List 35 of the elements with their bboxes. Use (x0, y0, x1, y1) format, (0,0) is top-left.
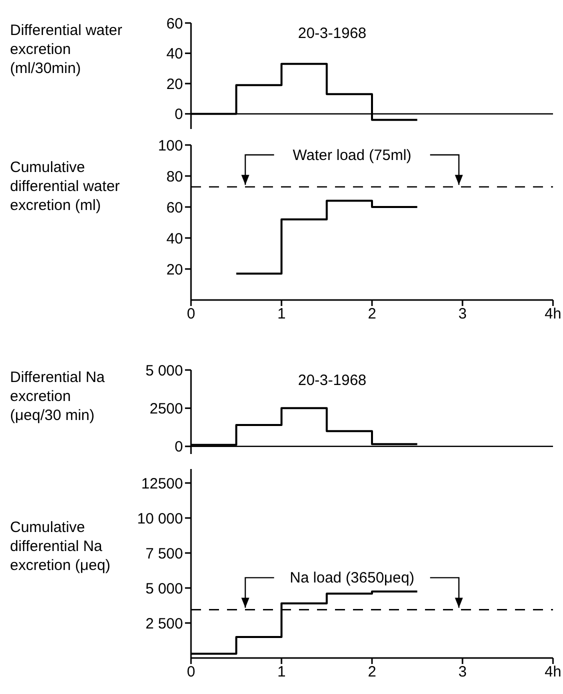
y-tick-label: 7 500 (145, 545, 183, 562)
y-tick-label: 2500 (150, 400, 183, 418)
y-tick-label: 12500 (141, 475, 183, 492)
x-tick-label: 0 (186, 306, 196, 323)
x-tick-label: 4h (544, 664, 562, 681)
y-tick-label: 20 (166, 261, 183, 278)
y-tick-label: 0 (174, 438, 183, 456)
chart-title: 20-3-1968 (298, 25, 366, 42)
y-tick-label: 100 (158, 137, 183, 154)
x-tick-label: 1 (277, 664, 286, 681)
x-tick-label: 4h (544, 306, 562, 323)
y-axis-title: Cumulative differential Na excretion (μeq) (10, 518, 112, 575)
x-tick-label: 0 (186, 664, 196, 681)
y-tick-label: 2 500 (145, 615, 183, 632)
y-tick-label: 5 000 (145, 580, 183, 598)
y-axis-title: Differential Na excretion (μeq/30 min) (10, 368, 106, 425)
x-tick-label: 2 (368, 306, 376, 323)
chart-title: 20-3-1968 (298, 372, 366, 389)
x-tick-label: 3 (458, 306, 467, 323)
y-tick-label: 20 (166, 76, 183, 93)
y-tick-label: 5 000 (145, 362, 183, 380)
x-tick-label: 2 (368, 664, 376, 681)
x-tick-label: 1 (277, 306, 286, 323)
y-tick-label: 40 (166, 46, 183, 63)
y-tick-label: 60 (166, 199, 183, 216)
x-tick-label: 3 (458, 664, 467, 681)
y-axis-title: Differential water excretion (ml/30min) (10, 21, 124, 78)
ref-line-label: Water load (75ml) (292, 146, 412, 164)
y-tick-label: 60 (166, 15, 183, 32)
y-tick-label: 80 (166, 168, 183, 186)
y-tick-label: 10 000 (137, 510, 183, 528)
ref-line-label: Na load (3650μeq) (290, 570, 414, 587)
y-tick-label: 40 (166, 230, 183, 248)
y-axis-title: Cumulative differential water excretion (ml) (10, 158, 121, 215)
y-tick-label: 0 (174, 106, 183, 124)
